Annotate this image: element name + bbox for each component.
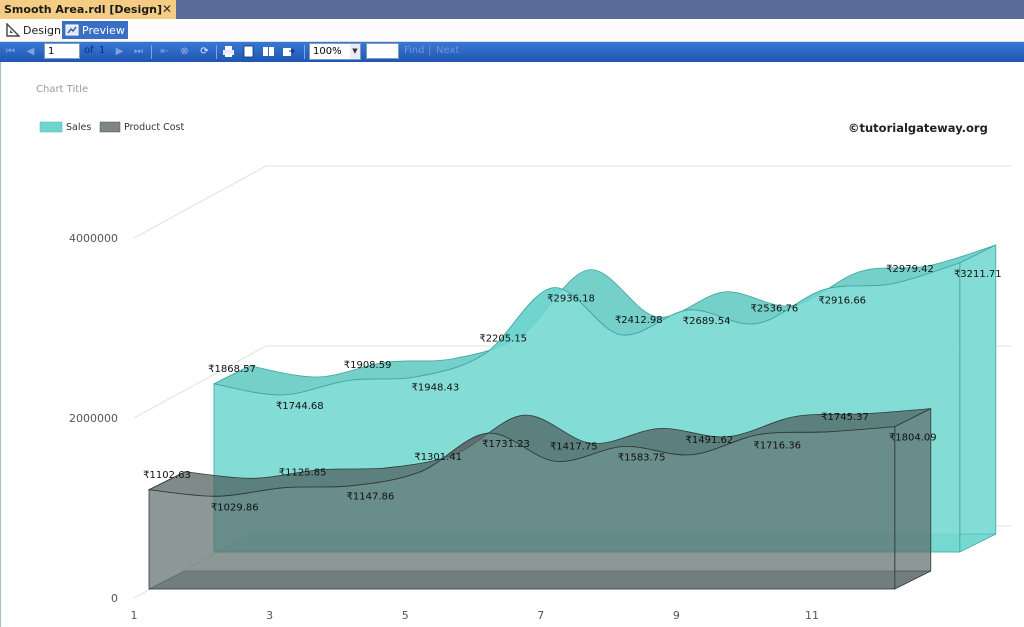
data-label-product-cost: ₹1029.86 <box>211 502 259 513</box>
document-tab[interactable]: Smooth Area.rdl [Design] ⊸ ✕ <box>0 0 176 19</box>
print-icon[interactable] <box>222 45 235 58</box>
page-setup-icon[interactable] <box>262 45 275 58</box>
x-tick-label: 1 <box>131 609 138 622</box>
y-tick-label: 0 <box>111 592 118 605</box>
toolbar-separator <box>216 45 217 59</box>
preview-icon <box>65 24 79 36</box>
preview-tab[interactable]: Preview <box>62 21 128 39</box>
data-label-sales: ₹1744.68 <box>276 401 324 412</box>
data-label-sales: ₹2916.66 <box>818 296 866 307</box>
data-label-product-cost: ₹1301.41 <box>414 452 462 463</box>
data-label-product-cost: ₹1125.85 <box>279 468 327 479</box>
mode-bar: Design Preview <box>0 19 1024 42</box>
data-label-product-cost: ₹1102.63 <box>143 470 191 481</box>
area-side-sales <box>959 244 997 553</box>
chart-legend: Sales Product Cost <box>39 121 184 133</box>
data-label-product-cost: ₹1745.37 <box>821 412 869 423</box>
x-axis-ticks: 1 3 5 7 9 11 <box>131 609 820 622</box>
chart-series <box>147 244 997 590</box>
data-label-sales: ₹2536.76 <box>751 304 799 315</box>
design-tab-label: Design <box>23 23 61 37</box>
report-toolbar: ⏮ ◀ 1 of 1 ▶ ⏭ ⇤ ⊗ ⟳ 100% ▼ Find | Next <box>0 42 1024 62</box>
document-tab-title: Smooth Area.rdl [Design] <box>4 3 162 16</box>
legend-label-product-cost: Product Cost <box>124 122 184 133</box>
next-link[interactable]: Next <box>436 45 460 56</box>
data-label-product-cost: ₹1716.36 <box>753 441 801 452</box>
find-input[interactable] <box>366 43 399 59</box>
toolbar-separator <box>151 45 152 59</box>
data-label-sales: ₹3211.71 <box>954 269 1002 280</box>
data-labels: ₹1868.57 ₹1744.68 ₹1908.59 ₹1948.43 ₹2205.15… <box>143 264 1002 513</box>
chart-title: Chart Title <box>36 84 88 95</box>
chevron-down-icon[interactable]: ▼ <box>350 44 360 59</box>
data-label-sales: ₹2205.15 <box>479 334 527 345</box>
document-tab-strip <box>0 0 1024 19</box>
gridline-depth <box>133 345 267 419</box>
design-icon <box>6 23 20 37</box>
data-label-sales: ₹2979.42 <box>886 264 934 275</box>
data-label-sales: ₹2936.18 <box>547 294 595 305</box>
x-tick-label: 9 <box>673 609 680 622</box>
data-label-product-cost: ₹1731.23 <box>482 439 530 450</box>
legend-label-sales: Sales <box>66 122 91 133</box>
print-layout-icon[interactable] <box>242 45 255 58</box>
area-front-product-cost <box>148 426 896 590</box>
y-tick-label: 2000000 <box>69 412 118 425</box>
watermark-text: ©tutorialgateway.org <box>848 121 988 135</box>
data-label-product-cost: ₹1804.09 <box>889 433 937 444</box>
data-label-product-cost: ₹1147.86 <box>347 492 395 503</box>
y-axis-ticks: 0 2000000 4000000 <box>69 232 118 605</box>
pin-icon[interactable]: ⊸ <box>146 3 155 14</box>
total-pages: 1 <box>99 45 106 56</box>
design-tab[interactable]: Design <box>3 21 64 39</box>
data-label-sales: ₹2689.54 <box>683 316 731 327</box>
find-link[interactable]: Find <box>404 45 425 56</box>
close-icon[interactable]: ✕ <box>162 2 173 16</box>
zoom-value: 100% <box>313 46 342 57</box>
x-tick-label: 11 <box>805 609 819 622</box>
data-label-product-cost: ₹1417.75 <box>550 441 598 452</box>
legend-swatch-sales <box>39 121 63 133</box>
data-label-product-cost: ₹1583.75 <box>618 452 666 463</box>
data-label-sales: ₹1908.59 <box>344 360 392 371</box>
x-tick-label: 7 <box>537 609 544 622</box>
preview-tab-label: Preview <box>82 23 125 37</box>
report-border <box>0 62 1 627</box>
gridline-depth <box>133 165 267 239</box>
area-edge-product-cost <box>148 471 186 491</box>
toolbar-separator <box>304 45 305 59</box>
zoom-select[interactable]: 100% ▼ <box>309 43 361 60</box>
export-icon[interactable] <box>282 45 295 58</box>
of-label: of <box>84 45 94 56</box>
back-icon[interactable]: ⇤ <box>160 46 169 57</box>
prev-page-icon[interactable]: ◀ <box>26 46 35 57</box>
area-edge-sales <box>213 365 251 385</box>
find-separator: | <box>428 45 432 56</box>
refresh-icon[interactable]: ⟳ <box>200 46 209 57</box>
y-tick-label: 4000000 <box>69 232 118 245</box>
x-tick-label: 5 <box>402 609 409 622</box>
data-label-product-cost: ₹1491.62 <box>686 435 734 446</box>
first-page-icon[interactable]: ⏮ <box>6 46 15 57</box>
next-page-icon[interactable]: ▶ <box>115 46 124 57</box>
page-number-input[interactable]: 1 <box>44 43 80 59</box>
last-page-icon[interactable]: ⏭ <box>134 46 143 57</box>
stop-icon[interactable]: ⊗ <box>180 46 189 57</box>
data-label-sales: ₹1868.57 <box>208 364 256 375</box>
x-tick-label: 3 <box>266 609 273 622</box>
legend-swatch-product-cost <box>99 121 121 133</box>
data-label-sales: ₹2412.98 <box>615 315 663 326</box>
data-label-sales: ₹1948.43 <box>412 383 460 394</box>
